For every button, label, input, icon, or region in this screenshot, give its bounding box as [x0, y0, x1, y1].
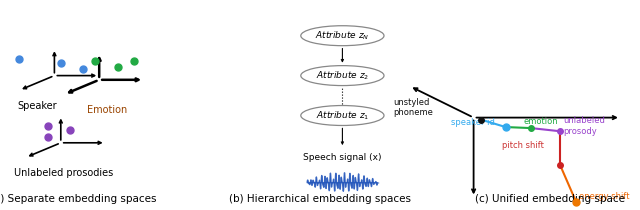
- Text: Attribute $z_2$: Attribute $z_2$: [316, 69, 369, 82]
- Text: (a) Separate embedding spaces: (a) Separate embedding spaces: [0, 194, 157, 204]
- Text: Emotion: Emotion: [88, 105, 127, 115]
- Text: Unlabeled prosodies: Unlabeled prosodies: [14, 168, 114, 178]
- Text: (b) Hierarchical embedding spaces: (b) Hierarchical embedding spaces: [229, 194, 411, 204]
- Text: (c) Unified embedding space: (c) Unified embedding space: [476, 194, 625, 204]
- Text: Speaker: Speaker: [17, 101, 57, 111]
- Text: Attribute $z_1$: Attribute $z_1$: [316, 109, 369, 122]
- Text: unlabeled
prosody: unlabeled prosody: [563, 117, 605, 135]
- Text: Attribute $z_N$: Attribute $z_N$: [315, 29, 370, 42]
- Text: emotion: emotion: [524, 117, 558, 126]
- Text: pitch shift: pitch shift: [502, 142, 544, 150]
- Text: speaker id: speaker id: [451, 118, 495, 127]
- Text: unstyled
phoneme: unstyled phoneme: [394, 98, 433, 117]
- Text: energy shift: energy shift: [579, 192, 630, 201]
- Text: Speech signal (x): Speech signal (x): [303, 153, 381, 162]
